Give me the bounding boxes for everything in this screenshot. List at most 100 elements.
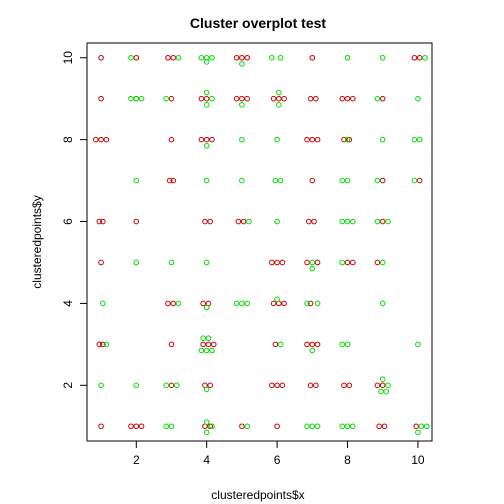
red-data-point bbox=[210, 341, 217, 348]
red-data-point bbox=[379, 95, 386, 102]
green-data-point bbox=[304, 300, 310, 307]
red-data-point bbox=[98, 95, 104, 102]
red-data-point bbox=[314, 341, 321, 348]
red-data-point bbox=[281, 300, 287, 307]
red-data-point bbox=[344, 259, 351, 266]
red-data-point bbox=[376, 423, 382, 430]
green-data-point bbox=[98, 382, 104, 389]
red-data-point bbox=[168, 382, 175, 389]
red-data-point bbox=[304, 136, 310, 143]
red-data-point bbox=[374, 382, 381, 389]
green-data-point bbox=[385, 218, 391, 225]
red-data-point bbox=[314, 259, 321, 266]
red-data-point bbox=[200, 300, 206, 307]
green-data-point bbox=[379, 300, 386, 307]
green-data-point bbox=[163, 423, 170, 430]
green-data-point bbox=[411, 136, 418, 143]
red-data-point bbox=[411, 54, 418, 61]
green-data-point bbox=[379, 259, 386, 266]
red-data-point bbox=[207, 382, 214, 389]
x-axis: 2 4 6 8 10 bbox=[133, 441, 425, 467]
red-data-point bbox=[309, 54, 316, 61]
green-data-point bbox=[378, 388, 384, 395]
green-data-point bbox=[203, 419, 210, 425]
green-data-point bbox=[415, 429, 421, 436]
red-data-point bbox=[235, 218, 242, 225]
red-data-point bbox=[170, 300, 177, 307]
red-data-point bbox=[309, 136, 316, 143]
green-data-point bbox=[168, 423, 175, 430]
green-data-point bbox=[339, 341, 346, 348]
green-data-point bbox=[344, 136, 351, 143]
green-data-point bbox=[277, 177, 284, 184]
x-tick-label: 2 bbox=[133, 453, 140, 467]
red-data-point bbox=[269, 259, 275, 266]
green-data-point bbox=[239, 61, 245, 67]
green-data-point bbox=[276, 89, 282, 96]
green-data-point bbox=[133, 95, 140, 102]
green-data-point bbox=[198, 54, 205, 61]
green-data-point bbox=[163, 95, 170, 102]
green-data-point bbox=[203, 386, 210, 393]
red-data-point bbox=[313, 95, 319, 102]
green-data-point bbox=[309, 259, 316, 266]
red-data-point bbox=[279, 382, 286, 389]
x-tick-label: 8 bbox=[344, 453, 351, 467]
green-data-point bbox=[269, 54, 275, 61]
green-data-point bbox=[349, 423, 356, 430]
red-data-point bbox=[198, 95, 205, 102]
red-data-point bbox=[98, 423, 104, 430]
green-data-point bbox=[203, 177, 210, 184]
green-data-point bbox=[203, 259, 210, 266]
red-data-point bbox=[209, 136, 215, 143]
red-data-point bbox=[233, 54, 240, 61]
green-data-point bbox=[374, 218, 381, 225]
green-data-point bbox=[415, 341, 421, 348]
red-data-point bbox=[272, 341, 279, 348]
red-data-point bbox=[344, 95, 351, 102]
red-data-point bbox=[244, 95, 250, 102]
green-data-point bbox=[423, 423, 430, 430]
green-data-point bbox=[198, 347, 205, 354]
red-data-point bbox=[379, 177, 386, 184]
red-data-point bbox=[307, 95, 314, 102]
green-data-point bbox=[203, 89, 210, 96]
green-data-point bbox=[239, 177, 245, 184]
red-data-point bbox=[416, 54, 423, 61]
green-data-point bbox=[416, 136, 423, 143]
green-data-point bbox=[379, 54, 386, 61]
green-data-point bbox=[175, 300, 182, 307]
green-data-point bbox=[100, 300, 106, 307]
red-data-point bbox=[96, 341, 103, 348]
red-data-point bbox=[168, 136, 175, 143]
green-data-point bbox=[233, 300, 240, 307]
red-data-point bbox=[374, 259, 381, 266]
chart-title: Cluster overplot test bbox=[190, 15, 326, 31]
red-data-point bbox=[133, 218, 140, 225]
green-data-point bbox=[203, 59, 210, 65]
red-data-point bbox=[98, 136, 104, 143]
green-data-point bbox=[314, 300, 321, 307]
red-data-point bbox=[270, 95, 277, 102]
green-data-point bbox=[133, 177, 140, 184]
green-data-point bbox=[173, 382, 180, 389]
green-data-point bbox=[349, 218, 356, 225]
red-data-point bbox=[166, 177, 173, 184]
x-tick-label: 6 bbox=[274, 453, 281, 467]
data-points bbox=[93, 54, 430, 436]
green-data-point bbox=[314, 423, 321, 430]
red-data-point bbox=[168, 341, 175, 348]
green-data-point bbox=[205, 335, 212, 342]
y-tick-label: 8 bbox=[61, 136, 75, 143]
green-data-point bbox=[374, 95, 381, 102]
green-data-point bbox=[344, 177, 351, 184]
green-data-point bbox=[138, 95, 145, 102]
green-data-point bbox=[203, 102, 210, 108]
green-data-point bbox=[379, 376, 386, 382]
red-data-point bbox=[304, 341, 310, 348]
green-data-point bbox=[128, 54, 134, 61]
red-data-point bbox=[98, 259, 104, 266]
green-data-point bbox=[383, 388, 390, 395]
green-data-point bbox=[339, 259, 346, 266]
